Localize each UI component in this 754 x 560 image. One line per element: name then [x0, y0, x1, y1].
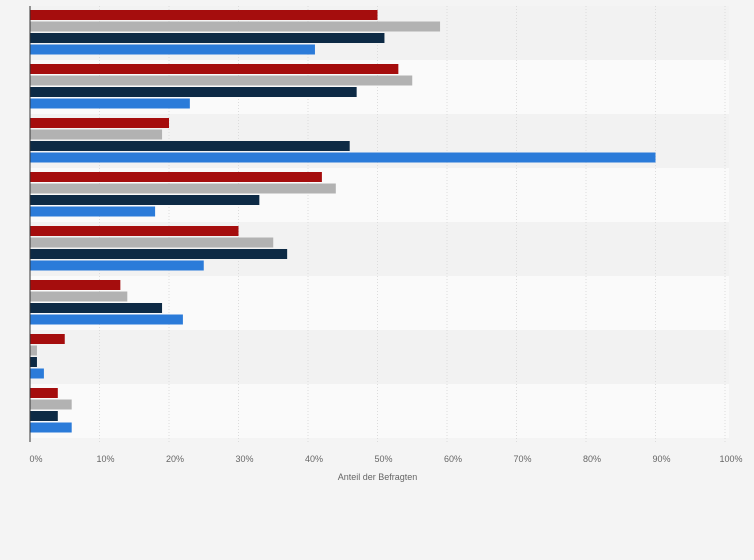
bar[interactable]: [30, 129, 163, 140]
x-tick-label: 90%: [652, 454, 670, 464]
x-tick-label: 10%: [96, 454, 114, 464]
bar[interactable]: [30, 280, 121, 290]
x-tick-label: 80%: [583, 454, 601, 464]
x-tick-label: 50%: [374, 454, 392, 464]
x-tick-label: 30%: [235, 454, 253, 464]
bar[interactable]: [30, 75, 413, 86]
bar[interactable]: [30, 44, 315, 55]
bar[interactable]: [30, 141, 350, 151]
bar[interactable]: [30, 195, 260, 205]
bar[interactable]: [30, 411, 58, 421]
bar[interactable]: [30, 388, 58, 398]
bars: [30, 10, 656, 433]
bar[interactable]: [30, 21, 441, 32]
category-band: [30, 330, 729, 384]
bar[interactable]: [30, 334, 65, 344]
bar[interactable]: [30, 206, 156, 217]
x-tick-label: 0%: [29, 454, 42, 464]
bar[interactable]: [30, 314, 183, 325]
bar[interactable]: [30, 422, 72, 433]
bar[interactable]: [30, 152, 656, 163]
x-tick-label: 100%: [719, 454, 742, 464]
x-tick-label: 70%: [513, 454, 531, 464]
bar[interactable]: [30, 399, 72, 410]
bar[interactable]: [30, 172, 322, 182]
bar[interactable]: [30, 303, 163, 313]
bar[interactable]: [30, 87, 357, 97]
bar[interactable]: [30, 64, 399, 74]
bar[interactable]: [30, 237, 274, 248]
bar[interactable]: [30, 345, 37, 356]
bar[interactable]: [30, 260, 204, 271]
bar[interactable]: [30, 249, 288, 259]
bar[interactable]: [30, 98, 190, 109]
x-tick-label: 60%: [444, 454, 462, 464]
bar[interactable]: [30, 10, 378, 20]
x-tick-label: 40%: [305, 454, 323, 464]
bar[interactable]: [30, 291, 128, 302]
category-band: [30, 384, 729, 438]
bar[interactable]: [30, 183, 336, 194]
bar[interactable]: [30, 368, 44, 379]
bar[interactable]: [30, 226, 239, 236]
bar[interactable]: [30, 33, 385, 43]
x-axis-title: Anteil der Befragten: [338, 472, 418, 482]
bar[interactable]: [30, 357, 37, 367]
x-tick-label: 20%: [166, 454, 184, 464]
x-axis-ticks: 0% 10% 20% 30% 40% 50% 60% 70% 80% 90% 100%: [29, 454, 742, 464]
bar[interactable]: [30, 118, 169, 128]
